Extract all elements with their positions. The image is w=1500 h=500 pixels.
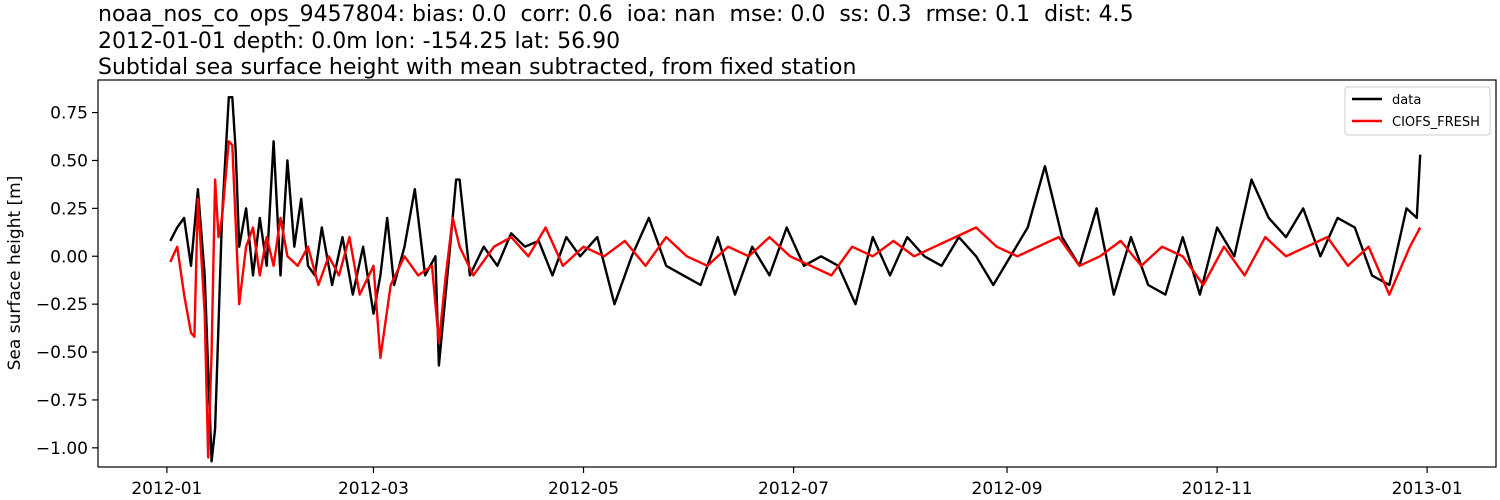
legend: data CIOFS_FRESH (1344, 86, 1491, 136)
series-layer (169, 95, 1422, 463)
legend-label: data (1392, 93, 1421, 108)
y-tick-label: −0.75 (36, 391, 88, 411)
y-tick-label: −1.00 (36, 439, 88, 459)
y-tick-label: 0.50 (50, 151, 88, 171)
y-tick-label: 0.75 (50, 104, 88, 124)
x-tick-label: 2012-03 (338, 479, 409, 499)
x-tick-label: 2012-07 (758, 479, 829, 499)
x-tick-label: 2012-05 (548, 479, 619, 499)
ticks-layer: 2012-01 2012-03 2012-05 2012-07 2012-09 2012-… (36, 104, 1463, 499)
y-axis-label: Sea surface height [m] (5, 176, 25, 371)
series-line-1 (169, 140, 1422, 459)
y-tick-label: 0.00 (50, 247, 88, 267)
chart-title-line-1: noaa_nos_co_ops_9457804: bias: 0.0 corr:… (98, 2, 1134, 27)
y-tick-label: 0.25 (50, 199, 88, 219)
x-tick-label: 2013-01 (1392, 479, 1463, 499)
plot-frame (97, 79, 1497, 468)
x-tick-label: 2012-01 (131, 479, 202, 499)
chart-title-line-3: Subtidal sea surface height with mean su… (98, 55, 857, 80)
y-tick-label: −0.50 (36, 343, 88, 363)
x-tick-label: 2012-11 (1182, 479, 1253, 499)
y-tick-label: −0.25 (36, 295, 88, 315)
chart-title-line-2: 2012-01-01 depth: 0.0m lon: -154.25 lat:… (98, 29, 621, 54)
x-tick-label: 2012-09 (972, 479, 1043, 499)
legend-label: CIOFS_FRESH (1392, 115, 1480, 130)
